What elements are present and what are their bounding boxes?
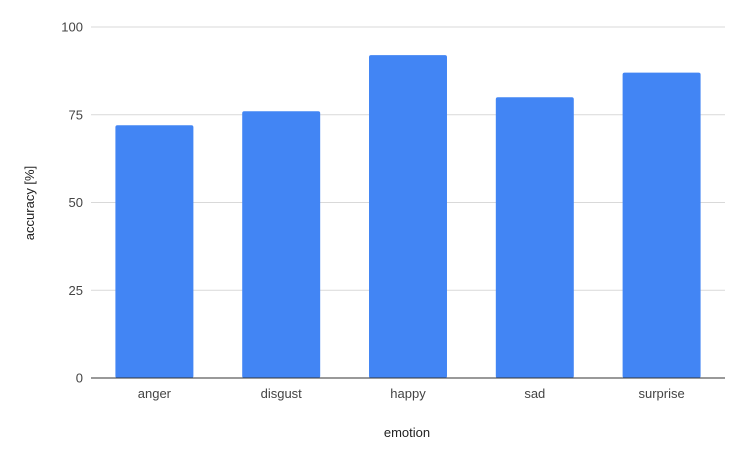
bars	[115, 55, 701, 379]
x-tick-label: sad	[524, 386, 545, 401]
y-tick-label: 0	[76, 371, 83, 386]
bar-anger	[115, 125, 194, 378]
y-tick-labels: 0 25 50 75 100	[61, 20, 83, 386]
y-tick-label: 25	[69, 283, 83, 298]
bar-disgust	[242, 111, 321, 379]
y-tick-label: 50	[69, 195, 83, 210]
x-tick-labels: anger disgust happy sad surprise	[138, 386, 685, 401]
bar-surprise	[622, 72, 701, 378]
x-tick-label: disgust	[261, 386, 303, 401]
x-tick-label: happy	[390, 386, 426, 401]
x-tick-label: anger	[138, 386, 172, 401]
y-tick-label: 100	[61, 20, 83, 35]
x-axis-title: emotion	[384, 425, 430, 440]
x-tick-label: surprise	[638, 386, 684, 401]
bar-happy	[369, 55, 447, 379]
bar-sad	[495, 97, 574, 378]
y-tick-label: 75	[69, 107, 83, 122]
y-axis-title: accuracy [%]	[22, 166, 37, 240]
